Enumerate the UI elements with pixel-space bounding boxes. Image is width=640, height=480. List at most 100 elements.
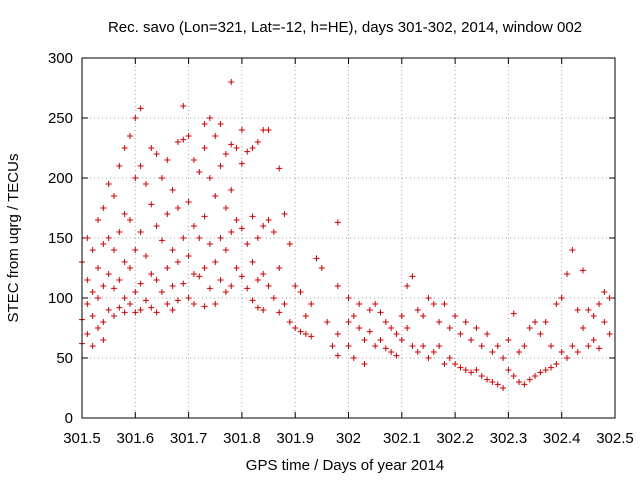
data-point (260, 223, 267, 229)
data-point (276, 165, 283, 172)
data-point (249, 145, 256, 151)
data-point (121, 295, 128, 301)
data-point (510, 373, 517, 379)
data-point (105, 181, 112, 187)
data-point (457, 364, 464, 371)
data-point (254, 235, 261, 241)
data-point (126, 265, 133, 271)
data-point (526, 325, 533, 331)
data-point (372, 343, 379, 349)
data-point (350, 355, 357, 361)
data-point (126, 133, 133, 139)
data-point (372, 301, 379, 307)
data-point (430, 301, 437, 307)
data-point (89, 289, 96, 295)
data-point (297, 328, 304, 335)
data-point (505, 367, 512, 373)
data-point (196, 169, 203, 175)
data-point (388, 349, 395, 355)
data-point (185, 295, 192, 301)
data-point (201, 145, 208, 151)
data-point (393, 331, 400, 337)
data-point (121, 309, 128, 316)
data-point (500, 385, 507, 391)
data-point (345, 319, 352, 325)
data-point (148, 304, 155, 311)
data-point (233, 145, 240, 151)
data-point (313, 255, 320, 262)
grid-lines (82, 58, 615, 418)
data-point (542, 367, 549, 373)
data-point (430, 349, 437, 355)
data-point (180, 103, 187, 109)
data-point (484, 376, 491, 383)
data-point (116, 229, 123, 235)
x-axis-label: GPS time / Days of year 2014 (246, 457, 444, 474)
data-point (356, 301, 363, 307)
data-point (548, 343, 555, 349)
data-point (222, 247, 229, 253)
x-tick-label: 302.5 (596, 430, 634, 447)
data-point (185, 199, 192, 205)
data-point (148, 201, 155, 208)
data-point (596, 345, 603, 352)
data-point (516, 379, 523, 385)
data-point (590, 313, 597, 319)
data-point (158, 175, 165, 181)
data-point (164, 301, 171, 307)
data-point (324, 319, 331, 325)
data-point (196, 273, 203, 280)
data-point (132, 309, 139, 316)
data-point (473, 325, 480, 331)
data-point (398, 313, 405, 319)
data-point (222, 151, 229, 157)
y-tick-label: 150 (48, 230, 73, 247)
data-point (521, 343, 528, 349)
data-point (217, 121, 224, 127)
data-point (334, 219, 341, 226)
data-point (84, 331, 91, 337)
data-point (468, 369, 475, 376)
data-point (329, 343, 336, 349)
y-tick-label: 0 (65, 410, 73, 427)
data-point (334, 283, 341, 289)
data-point (276, 309, 283, 316)
data-point (94, 295, 101, 301)
data-point (468, 337, 475, 343)
data-point (89, 247, 96, 253)
data-point (110, 285, 117, 292)
data-point (132, 115, 139, 121)
data-point (110, 193, 117, 199)
data-point (414, 307, 421, 313)
data-point (414, 349, 421, 355)
data-point (270, 295, 277, 301)
data-point (292, 283, 299, 289)
data-point (558, 349, 565, 355)
data-point (185, 133, 192, 139)
data-point (164, 265, 171, 271)
data-point (84, 301, 91, 307)
data-point (158, 237, 165, 244)
data-point (249, 213, 256, 220)
data-point (441, 361, 448, 367)
plot-frame (81, 57, 616, 419)
data-point (212, 301, 219, 307)
data-point (153, 277, 160, 283)
data-point (281, 301, 288, 307)
data-point (206, 241, 213, 247)
data-point (228, 283, 235, 289)
data-point (201, 303, 208, 310)
data-point (473, 367, 480, 373)
data-point (409, 343, 416, 349)
data-point (606, 295, 613, 301)
data-point (350, 313, 357, 319)
data-point (100, 319, 107, 325)
data-point (265, 127, 272, 133)
chart-title: Rec. savo (Lon=321, Lat=-12, h=HE), days… (108, 19, 582, 36)
data-point (393, 352, 400, 359)
y-tick-label: 300 (48, 50, 73, 67)
axis-ticks: 301.5 301.6 301.7 301.8 301.9 302 302.1 302.2 30… (48, 50, 634, 447)
x-tick-label: 302 (336, 430, 361, 447)
y-tick-label: 100 (48, 290, 73, 307)
